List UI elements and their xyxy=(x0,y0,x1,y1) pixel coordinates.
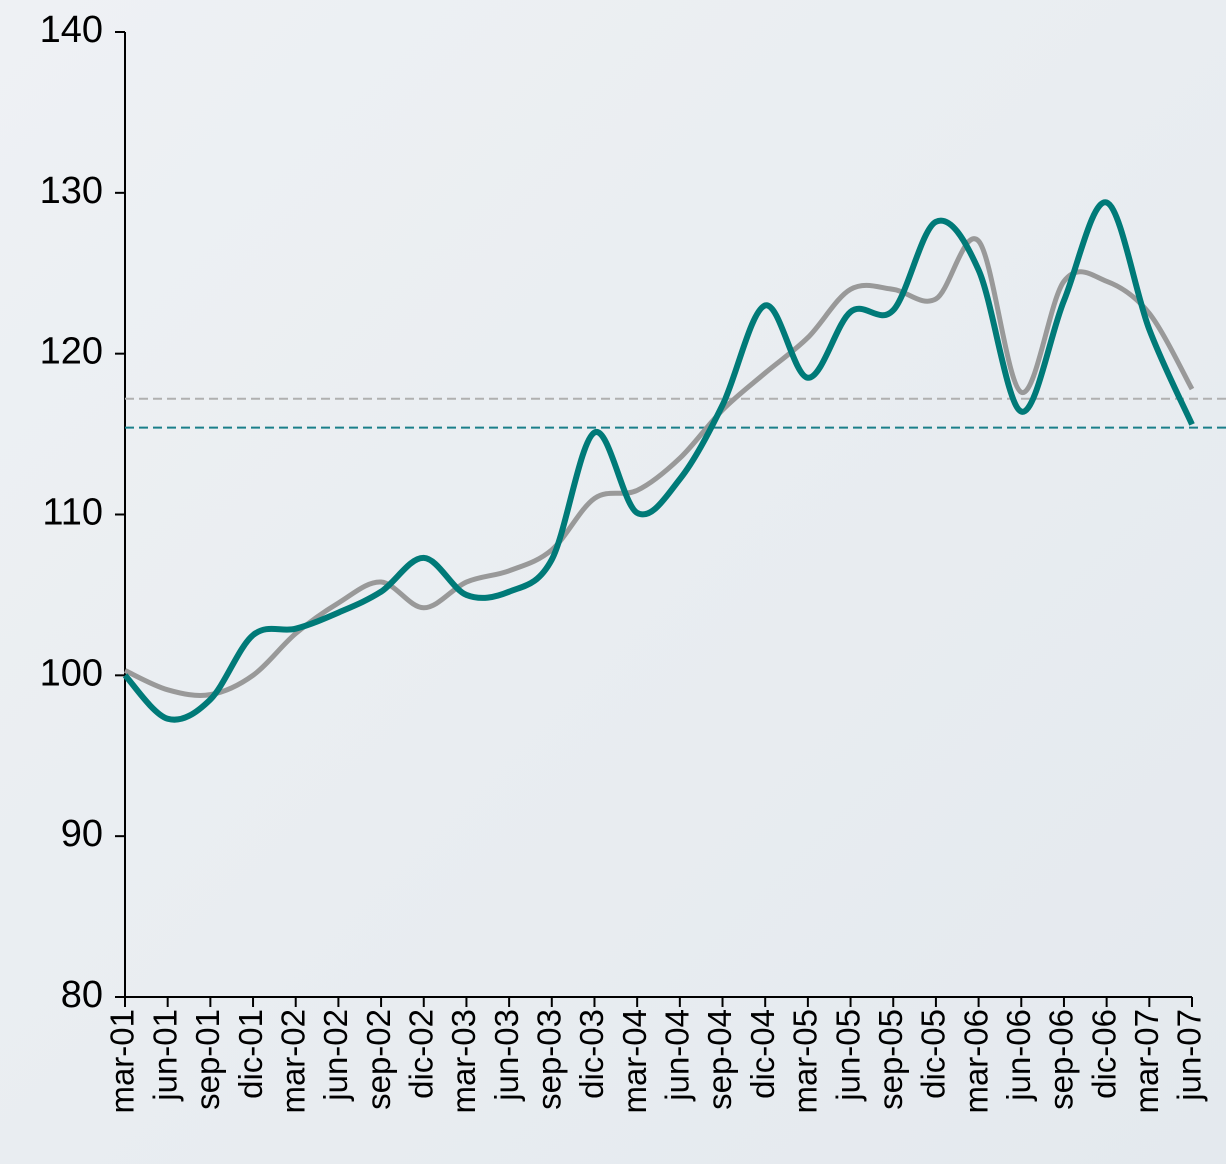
x-tick-label: mar-02 xyxy=(274,1009,311,1114)
y-tick-label: 120 xyxy=(40,331,103,373)
x-tick-label: sep-02 xyxy=(360,1009,397,1110)
x-tick-label: dic-05 xyxy=(915,1009,952,1099)
x-tick-label: mar-03 xyxy=(445,1009,482,1114)
x-tick-label: jun-04 xyxy=(659,1009,696,1102)
y-tick-label: 90 xyxy=(61,813,103,855)
x-tick-label: dic-04 xyxy=(744,1009,781,1099)
x-tick-label: jun-05 xyxy=(829,1009,866,1102)
x-tick-label: mar-01 xyxy=(104,1009,141,1114)
x-tick-label: sep-06 xyxy=(1043,1009,1080,1110)
y-tick-label: 130 xyxy=(40,170,103,212)
x-tick-label: dic-01 xyxy=(232,1009,269,1099)
x-tick-label: sep-05 xyxy=(872,1009,909,1110)
x-tick-label: jun-01 xyxy=(146,1009,183,1102)
y-tick-label: 100 xyxy=(40,652,103,694)
x-tick-label: sep-04 xyxy=(701,1009,738,1110)
x-tick-label: jun-07 xyxy=(1171,1009,1208,1102)
series-line xyxy=(122,199,1195,723)
y-tick-label: 140 xyxy=(40,9,103,51)
y-tick-label: 80 xyxy=(61,974,103,1016)
x-tick-label: sep-03 xyxy=(531,1009,568,1110)
x-tick-label: jun-06 xyxy=(1000,1009,1037,1102)
series-line xyxy=(123,236,1195,698)
x-tick-label: dic-06 xyxy=(1085,1009,1122,1099)
x-tick-label: mar-07 xyxy=(1128,1009,1165,1114)
x-tick-label: jun-03 xyxy=(488,1009,525,1102)
x-tick-label: sep-01 xyxy=(189,1009,226,1110)
x-tick-label: mar-05 xyxy=(787,1009,824,1114)
x-tick-label: dic-03 xyxy=(573,1009,610,1099)
x-tick-label: jun-02 xyxy=(317,1009,354,1102)
x-tick-label: mar-04 xyxy=(616,1009,653,1114)
x-tick-label: dic-02 xyxy=(402,1009,439,1099)
y-tick-label: 110 xyxy=(42,492,103,534)
x-tick-label: mar-06 xyxy=(957,1009,994,1114)
